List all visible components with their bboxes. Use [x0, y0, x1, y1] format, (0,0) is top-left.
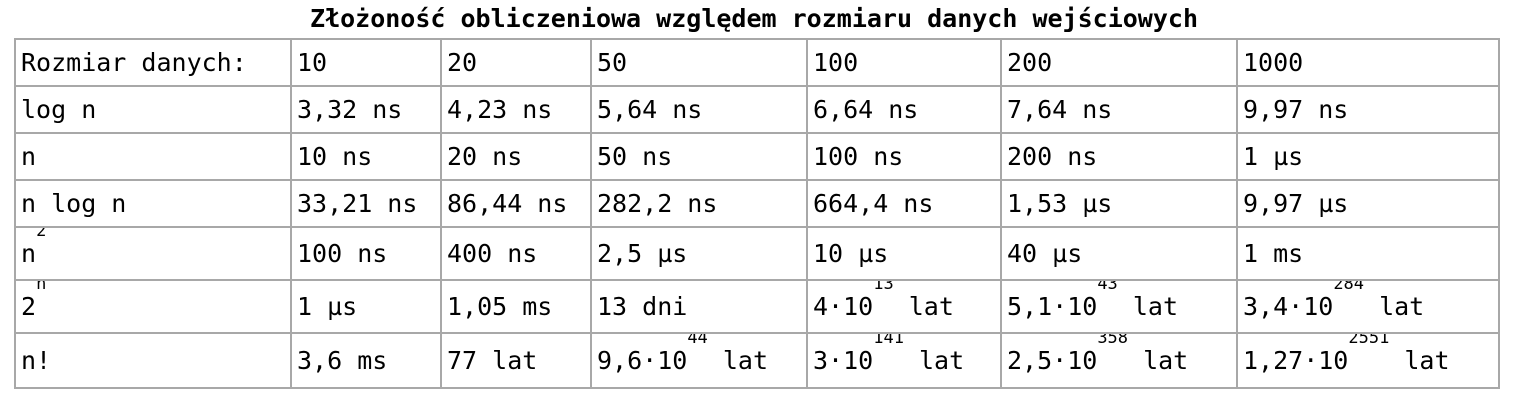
cell-base: 3,4·10 [1243, 291, 1334, 321]
table-row: log n 3,32 ns 4,23 ns 5,64 ns 6,64 ns 7,… [14, 85, 1500, 134]
table-cell: 3,32 ns [290, 85, 442, 134]
cell-base: 2,5·10 [1007, 345, 1098, 375]
header-cell-label: Rozmiar danych: [14, 38, 292, 87]
header-cell-size: 200 [1000, 38, 1238, 87]
table-cell: 1,05 ms [440, 279, 592, 334]
table-cell: 1 µs [1236, 132, 1500, 181]
table-cell: 10 µs [806, 226, 1002, 281]
table-cell: 4,23 ns [440, 85, 592, 134]
table-cell: 9,97 ns [1236, 85, 1500, 134]
table-cell: 400 ns [440, 226, 592, 281]
cell-exponent: 13 [873, 280, 894, 294]
table-row: n2 100 ns 400 ns 2,5 µs 10 µs 40 µs 1 ms [14, 226, 1500, 281]
table-row: n 10 ns 20 ns 50 ns 100 ns 200 ns 1 µs [14, 132, 1500, 181]
header-cell-size: 1000 [1236, 38, 1500, 87]
table-cell: 2,5 µs [590, 226, 808, 281]
table-cell: 33,21 ns [290, 179, 442, 228]
table-cell: 1 µs [290, 279, 442, 334]
table-cell: 50 ns [590, 132, 808, 181]
header-cell-size: 100 [806, 38, 1002, 87]
table-cell: 3,4·10284 lat [1236, 279, 1500, 334]
table-cell: 3,6 ms [290, 332, 442, 389]
table-cell: 10 ns [290, 132, 442, 181]
row-label: n2 [14, 226, 292, 281]
cell-suffix: lat [1389, 345, 1450, 375]
cell-suffix: lat [1364, 291, 1425, 321]
table-cell: 664,4 ns [806, 179, 1002, 228]
cell-suffix: lat [1117, 291, 1179, 321]
cell-exponent: 358 [1097, 333, 1129, 348]
table-cell: 200 ns [1000, 132, 1238, 181]
table-row: n log n 33,21 ns 86,44 ns 282,2 ns 664,4… [14, 179, 1500, 228]
row-label-base: n [21, 238, 37, 268]
table-cell: 1,27·102551 lat [1236, 332, 1500, 389]
cell-exponent: 284 [1333, 280, 1365, 294]
table-cell: 100 ns [806, 132, 1002, 181]
row-label: n log n [14, 179, 292, 228]
table-cell: 5,1·1043 lat [1000, 279, 1238, 334]
header-row: Rozmiar danych: 10 20 50 100 200 1000 [14, 38, 1500, 87]
cell-suffix: lat [893, 291, 954, 321]
table-cell: 9,6·1044 lat [590, 332, 808, 389]
cell-base: 9,6·10 [597, 345, 688, 375]
cell-exponent: 141 [873, 333, 904, 348]
complexity-table: Rozmiar danych: 10 20 50 100 200 1000 lo… [14, 38, 1500, 389]
table-cell: 282,2 ns [590, 179, 808, 228]
cell-base: 3·10 [813, 345, 874, 375]
table-cell: 77 lat [440, 332, 592, 389]
row-label-exponent: 2 [36, 227, 47, 241]
cell-exponent: 2551 [1348, 333, 1390, 348]
row-label-exponent: n [36, 280, 47, 294]
row-label: n! [14, 332, 292, 389]
cell-base: 4·10 [813, 291, 874, 321]
table-cell: 4·1013 lat [806, 279, 1002, 334]
table-cell: 1 ms [1236, 226, 1500, 281]
table-row: n! 3,6 ms 77 lat 9,6·1044 lat 3·10141 la… [14, 332, 1500, 389]
table-cell: 86,44 ns [440, 179, 592, 228]
cell-suffix: lat [903, 345, 965, 375]
table-cell: 9,97 µs [1236, 179, 1500, 228]
row-label: 2n [14, 279, 292, 334]
table-cell: 6,64 ns [806, 85, 1002, 134]
cell-exponent: 43 [1097, 280, 1118, 294]
header-cell-size: 20 [440, 38, 592, 87]
row-label: n [14, 132, 292, 181]
header-cell-size: 50 [590, 38, 808, 87]
header-cell-size: 10 [290, 38, 442, 87]
table-cell: 40 µs [1000, 226, 1238, 281]
cell-base: 5,1·10 [1007, 291, 1098, 321]
cell-suffix: lat [707, 345, 769, 375]
table-caption: Złożoność obliczeniowa względem rozmiaru… [309, 4, 1199, 33]
table-row: 2n 1 µs 1,05 ms 13 dni 4·1013 lat 5,1·10… [14, 279, 1500, 334]
cell-base: 1,27·10 [1243, 345, 1349, 375]
table-cell: 1,53 µs [1000, 179, 1238, 228]
row-label: log n [14, 85, 292, 134]
table-cell: 13 dni [590, 279, 808, 334]
table-cell: 3·10141 lat [806, 332, 1002, 389]
row-label-base: 2 [21, 291, 37, 321]
table-cell: 2,5·10358 lat [1000, 332, 1238, 389]
table-cell: 100 ns [290, 226, 442, 281]
cell-suffix: lat [1128, 345, 1189, 375]
table-cell: 5,64 ns [590, 85, 808, 134]
cell-exponent: 44 [687, 333, 708, 348]
table-cell: 20 ns [440, 132, 592, 181]
table-cell: 7,64 ns [1000, 85, 1238, 134]
